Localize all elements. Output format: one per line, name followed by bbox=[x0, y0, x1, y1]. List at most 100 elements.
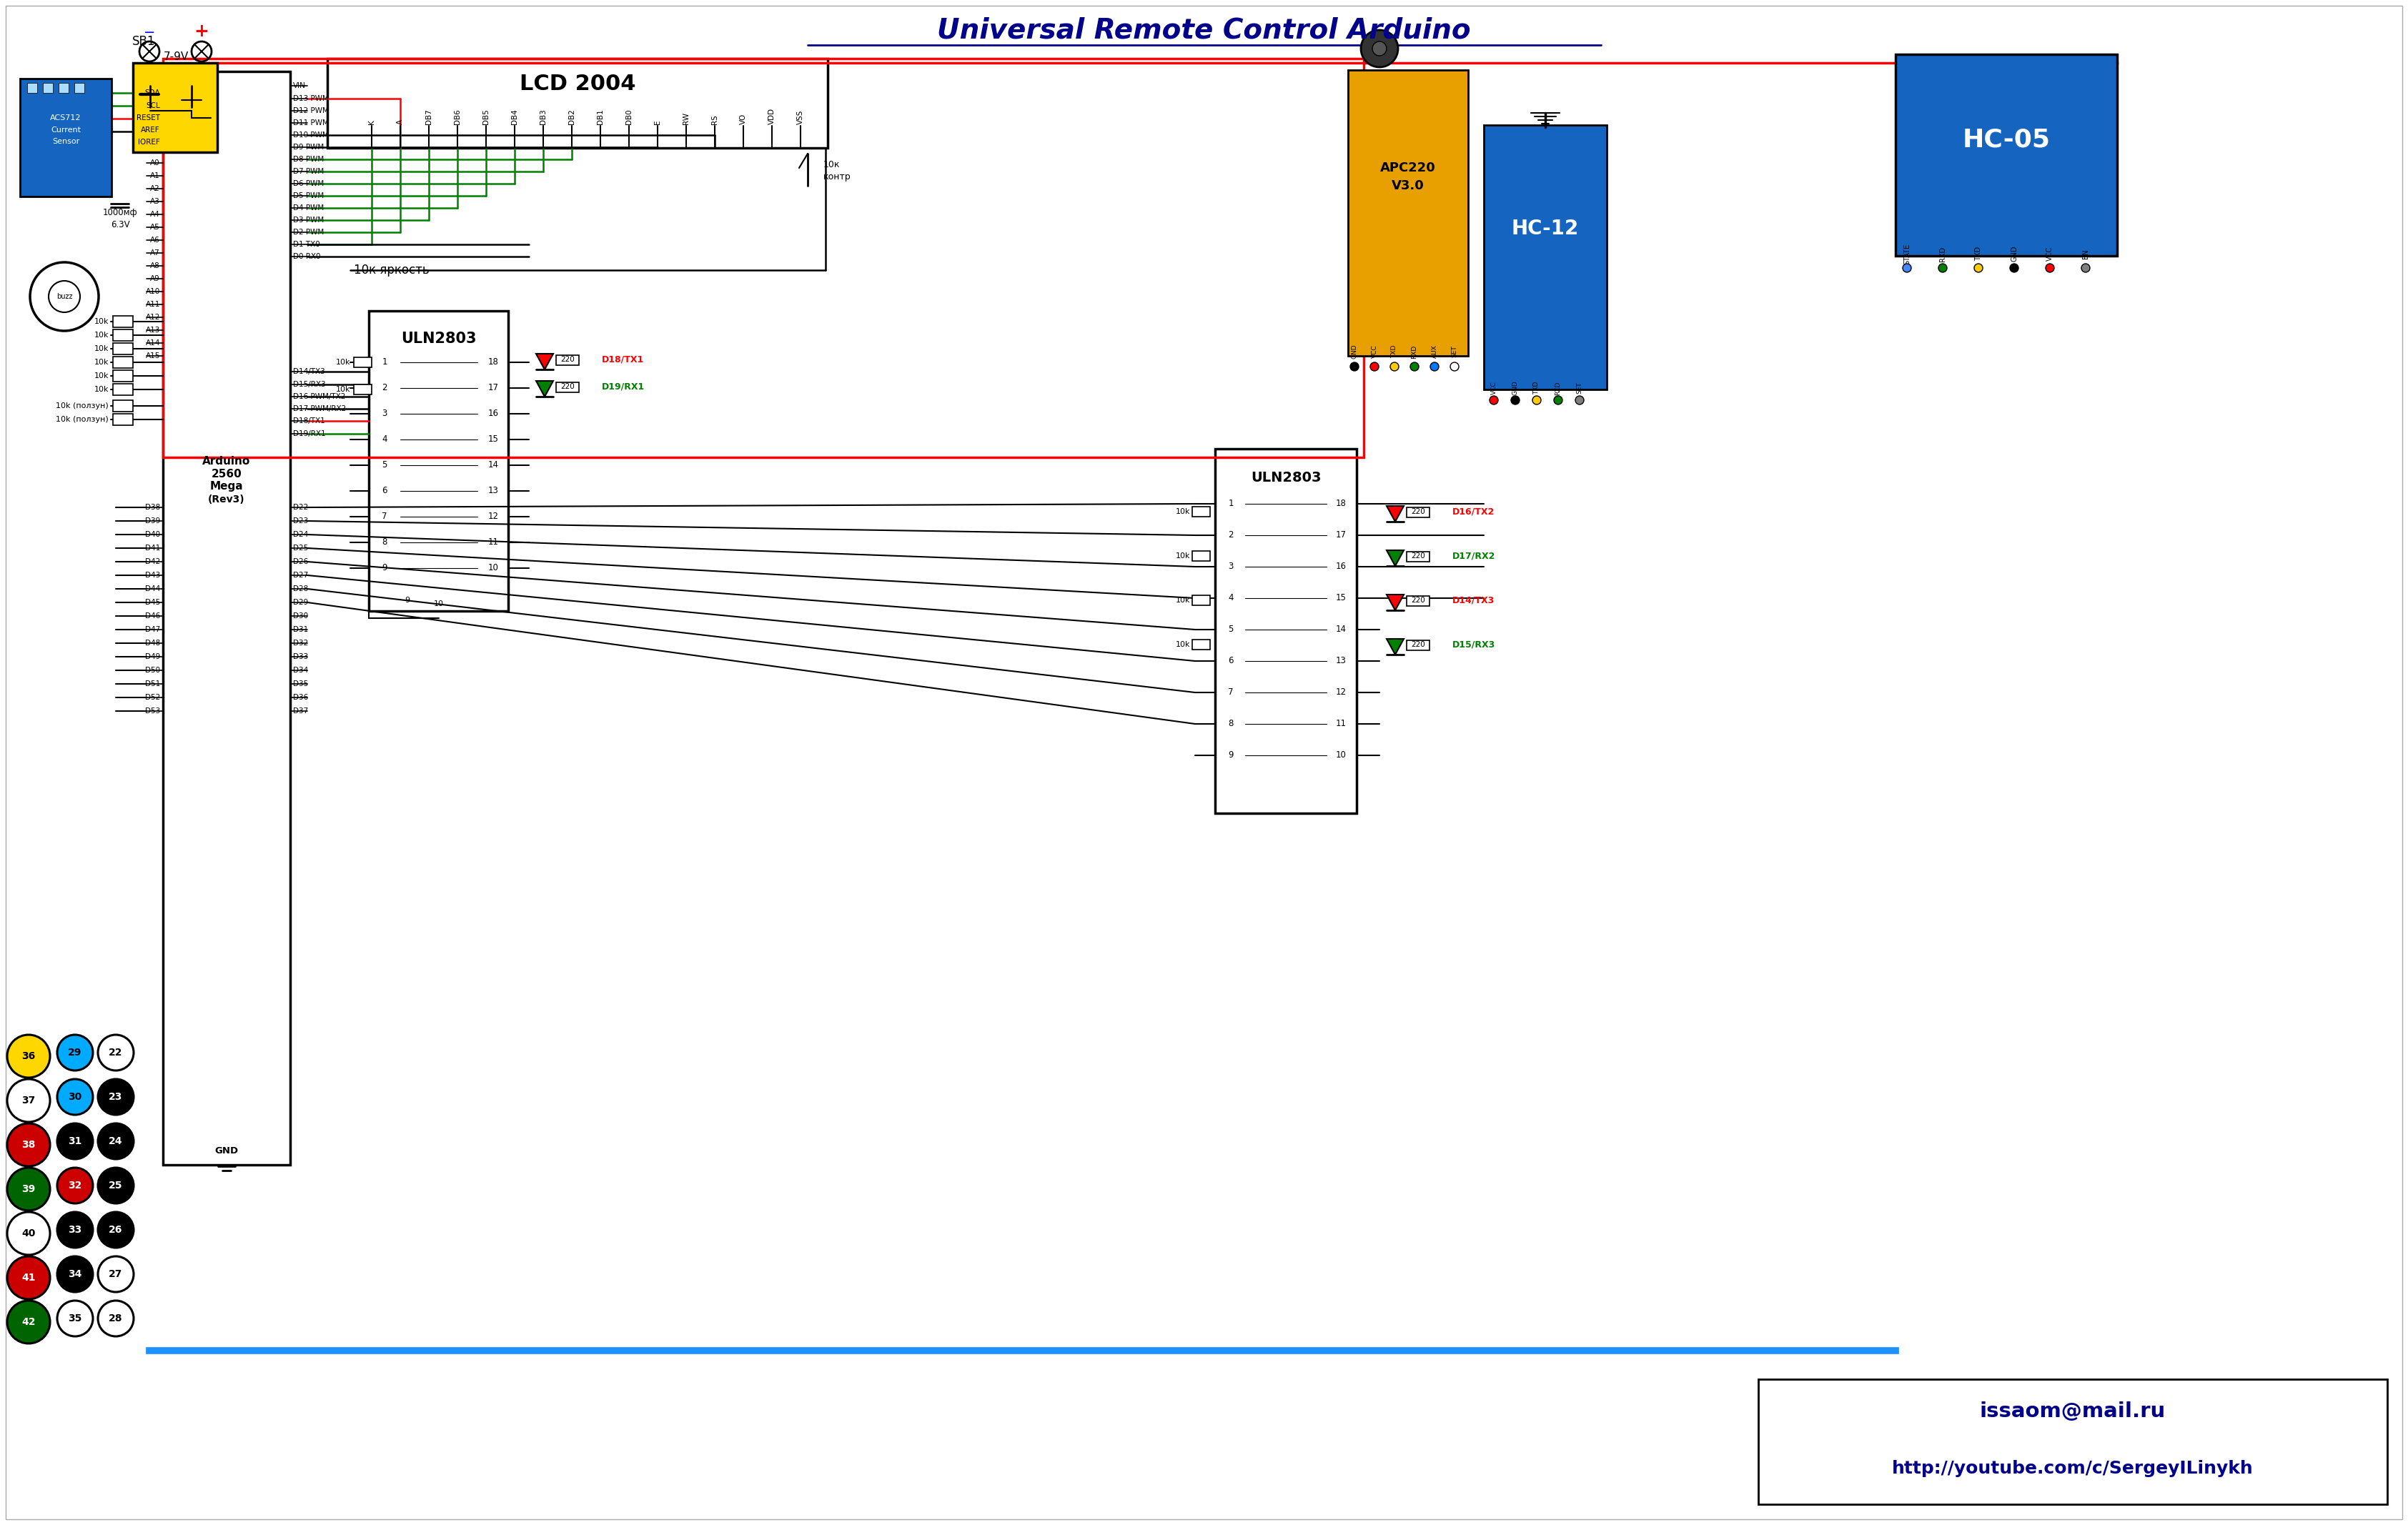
Text: 10k: 10k bbox=[94, 345, 108, 352]
Text: 23: 23 bbox=[108, 1092, 123, 1103]
Text: 17: 17 bbox=[1336, 531, 1346, 540]
Text: 10k: 10k bbox=[94, 386, 108, 393]
Text: D10 PWM: D10 PWM bbox=[294, 131, 327, 139]
Circle shape bbox=[58, 1080, 94, 1115]
Text: A3: A3 bbox=[149, 198, 159, 204]
Text: 10k: 10k bbox=[94, 372, 108, 380]
Bar bbox=[113, 371, 132, 381]
Circle shape bbox=[58, 1168, 94, 1203]
Text: D49: D49 bbox=[144, 653, 159, 660]
Text: 42: 42 bbox=[22, 1318, 36, 1327]
Bar bbox=[1216, 448, 1356, 813]
Text: D51: D51 bbox=[144, 680, 159, 688]
Bar bbox=[1406, 596, 1430, 605]
Text: DB5: DB5 bbox=[482, 108, 489, 125]
Text: DB4: DB4 bbox=[510, 108, 518, 125]
Text: 10k: 10k bbox=[94, 331, 108, 339]
Text: D13 PWM: D13 PWM bbox=[294, 95, 330, 102]
Circle shape bbox=[1389, 363, 1399, 371]
Polygon shape bbox=[537, 354, 554, 369]
Text: 10к яркость: 10к яркость bbox=[354, 264, 429, 276]
Text: 35: 35 bbox=[67, 1313, 82, 1324]
Text: D25: D25 bbox=[294, 544, 308, 552]
Text: 26: 26 bbox=[108, 1225, 123, 1235]
Bar bbox=[1192, 639, 1211, 650]
Text: A7: A7 bbox=[149, 250, 159, 256]
Polygon shape bbox=[537, 381, 554, 397]
Circle shape bbox=[1491, 397, 1498, 404]
Text: Arduino: Arduino bbox=[202, 456, 250, 467]
Text: D5 PWM: D5 PWM bbox=[294, 192, 325, 200]
Text: ACS712: ACS712 bbox=[51, 114, 82, 122]
Text: 8: 8 bbox=[383, 538, 388, 547]
Text: 14: 14 bbox=[489, 461, 498, 470]
Text: 18: 18 bbox=[1336, 499, 1346, 508]
Circle shape bbox=[7, 1080, 51, 1122]
Bar bbox=[327, 58, 828, 148]
Circle shape bbox=[7, 1257, 51, 1299]
Text: 16: 16 bbox=[1336, 563, 1346, 572]
Bar bbox=[113, 329, 132, 342]
Bar bbox=[1406, 640, 1430, 650]
Bar bbox=[113, 357, 132, 368]
Text: D43: D43 bbox=[144, 572, 159, 580]
Text: DB2: DB2 bbox=[568, 108, 576, 125]
Bar bbox=[43, 82, 53, 93]
Text: 2560: 2560 bbox=[212, 468, 241, 479]
Text: Mega: Mega bbox=[209, 482, 243, 493]
Text: D11 PWM: D11 PWM bbox=[294, 119, 330, 127]
Text: 6: 6 bbox=[1228, 656, 1233, 666]
Text: A9: A9 bbox=[149, 274, 159, 282]
Text: 6: 6 bbox=[383, 486, 388, 496]
Text: 10: 10 bbox=[1336, 750, 1346, 759]
Bar bbox=[1192, 506, 1211, 517]
Circle shape bbox=[99, 1257, 135, 1292]
Bar bbox=[75, 82, 84, 93]
Text: D28: D28 bbox=[294, 586, 308, 592]
Text: VCC: VCC bbox=[2047, 247, 2054, 261]
Text: D39: D39 bbox=[144, 517, 159, 525]
Text: SET: SET bbox=[1577, 383, 1582, 393]
Circle shape bbox=[99, 1168, 135, 1203]
Text: 2: 2 bbox=[383, 383, 388, 392]
Text: 220: 220 bbox=[561, 383, 576, 390]
Text: 7: 7 bbox=[1228, 688, 1233, 697]
Text: SET: SET bbox=[1452, 346, 1457, 357]
Circle shape bbox=[99, 1212, 135, 1247]
Text: APC220: APC220 bbox=[1380, 162, 1435, 174]
Bar bbox=[113, 316, 132, 328]
Circle shape bbox=[7, 1035, 51, 1078]
Circle shape bbox=[1373, 41, 1387, 56]
Text: 220: 220 bbox=[561, 355, 576, 363]
Bar bbox=[164, 72, 291, 1165]
Text: GND: GND bbox=[2011, 246, 2018, 262]
Text: D6 PWM: D6 PWM bbox=[294, 180, 325, 188]
Text: RESET: RESET bbox=[137, 114, 159, 122]
Text: VO: VO bbox=[739, 113, 746, 125]
Text: GND: GND bbox=[1512, 381, 1519, 395]
Text: 27: 27 bbox=[108, 1269, 123, 1279]
Text: 22: 22 bbox=[108, 1048, 123, 1058]
Polygon shape bbox=[1387, 506, 1404, 522]
Text: D18/TX1: D18/TX1 bbox=[294, 418, 325, 424]
Bar bbox=[26, 82, 36, 93]
Polygon shape bbox=[1387, 551, 1404, 566]
Circle shape bbox=[58, 1301, 94, 1336]
Text: 34: 34 bbox=[67, 1269, 82, 1279]
Bar bbox=[1192, 595, 1211, 605]
Circle shape bbox=[1975, 264, 1982, 273]
Text: 3: 3 bbox=[1228, 563, 1233, 572]
Circle shape bbox=[99, 1124, 135, 1159]
Text: D37: D37 bbox=[294, 708, 308, 715]
Text: D35: D35 bbox=[294, 680, 308, 688]
Text: SB1: SB1 bbox=[132, 35, 157, 47]
Text: A8: A8 bbox=[149, 262, 159, 270]
Text: 4: 4 bbox=[1228, 593, 1233, 602]
Text: 10k (ползун): 10k (ползун) bbox=[55, 403, 108, 410]
Text: Current: Current bbox=[51, 127, 82, 134]
Text: VIN: VIN bbox=[294, 82, 306, 90]
Text: 30: 30 bbox=[67, 1092, 82, 1103]
Text: http://youtube.com/c/SergeyILinykh: http://youtube.com/c/SergeyILinykh bbox=[1893, 1459, 2254, 1478]
Text: 220: 220 bbox=[1411, 640, 1426, 648]
Text: D29: D29 bbox=[294, 599, 308, 605]
